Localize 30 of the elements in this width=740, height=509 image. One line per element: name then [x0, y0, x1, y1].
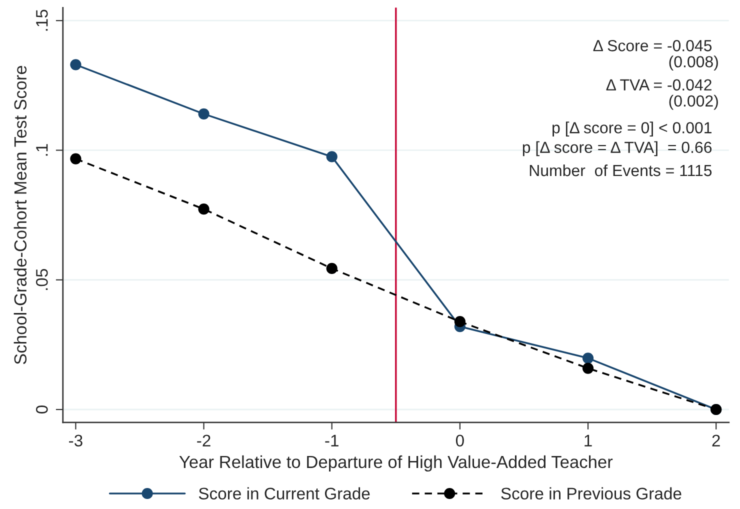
x-tick-label: 0: [456, 434, 464, 447]
annotation: Δ Score = -0.045: [593, 40, 712, 52]
point: [454, 316, 466, 328]
y-tick-label: .1: [36, 144, 48, 156]
annotation: Number of Events = 1115: [530, 164, 712, 176]
x-axis-title: Year Relative to Departure of High Value-Added Teacher: [179, 455, 613, 472]
point: [582, 352, 594, 364]
point: [582, 362, 594, 374]
y-tick-label: 0: [36, 406, 48, 414]
point: [70, 153, 82, 164]
y-tick-label: .05: [36, 268, 48, 290]
y-axis-title: School-Grade-Cohort Mean Test Score: [14, 66, 27, 364]
annotation: (0.002): [669, 94, 718, 110]
point: [326, 262, 338, 274]
x-tick-label: 2: [712, 434, 720, 446]
x-tick-label: -2: [197, 434, 210, 446]
y-tick-label: .15: [36, 10, 48, 31]
point: [70, 59, 82, 70]
point: [326, 151, 338, 162]
annotation: Δ TVA = -0.042: [606, 79, 712, 91]
point: [198, 108, 210, 120]
x-tick-label: 1: [584, 434, 592, 446]
x-tick-label: -3: [69, 434, 82, 447]
legend-label: Score in Current Grade: [198, 487, 370, 500]
annotation: p [Δ score = Δ TVA] = 0.66: [522, 141, 712, 156]
annotation: p [Δ score = 0] < 0.001: [552, 122, 712, 137]
x-tick-label: -1: [325, 434, 338, 446]
legend-label: Score in Previous Grade: [501, 487, 682, 500]
annotation: (0.008): [669, 56, 718, 71]
point: [198, 204, 210, 215]
